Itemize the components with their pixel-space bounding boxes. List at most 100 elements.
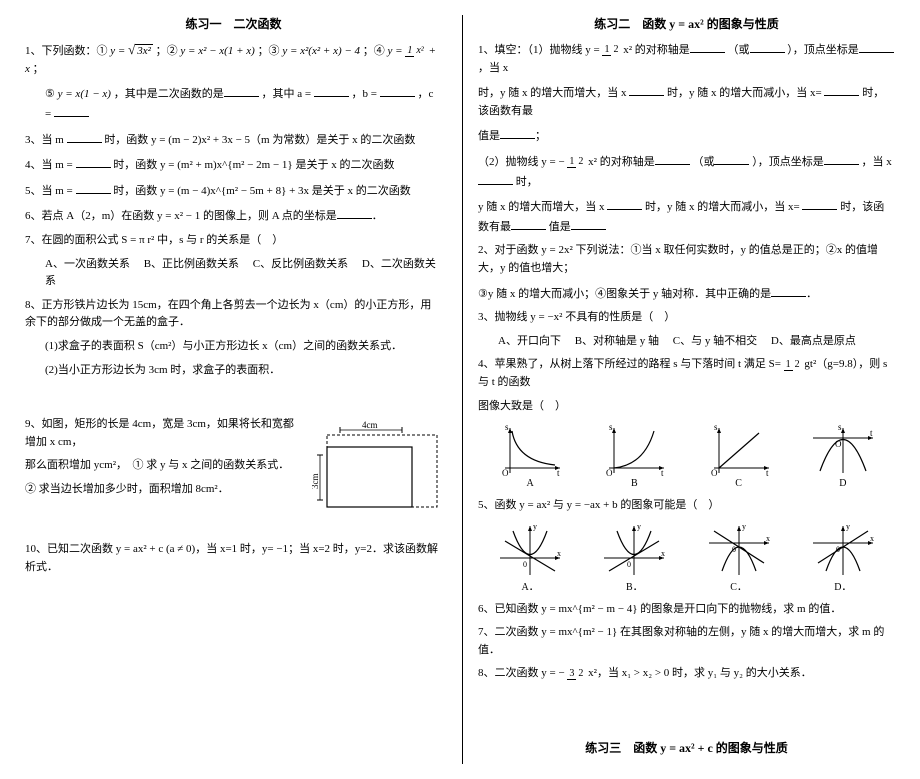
- chart1-b[interactable]: stO B: [599, 423, 669, 489]
- q4-mid: 时，函数 y = (m² + m)x^{m² − 2m − 1} 是关于 x 的…: [113, 159, 394, 171]
- page-container: 练习一 二次函数 1、下列函数：① y = √3x² ；② y = x² − x…: [25, 15, 895, 764]
- chart2-d[interactable]: yx0 D．: [808, 523, 878, 593]
- rq8-mid: x²，当 x₁ > x₂ > 0 时，求 y₁ 与 y₂ 的大小关系．: [588, 667, 812, 679]
- title3: 练习三 函数 y = ax² + c 的图象与性质: [478, 739, 895, 756]
- rq2-end: ．: [806, 288, 817, 300]
- rq1p2-m2: （或: [692, 156, 714, 168]
- chart1-c-label: C: [704, 478, 774, 489]
- rq3-d[interactable]: D、最高点是原点: [771, 335, 856, 347]
- chart2-b[interactable]: yx0 B．: [599, 523, 669, 593]
- rq1p2-l2a: y 随 x 的增大而增大，当 x: [478, 201, 607, 213]
- rq4-frac: 12: [784, 360, 802, 370]
- q7-c[interactable]: C、反比例函数关系: [253, 258, 348, 270]
- blank: [478, 172, 513, 185]
- q5: 5、当 m = 时，函数 y = (m − 4)x^{m² − 5m + 8} …: [25, 181, 442, 201]
- rq3-c[interactable]: C、与 y 轴不相交: [673, 335, 757, 347]
- rq1p2-l2d: 值是: [549, 221, 571, 233]
- chart2-c-label: C．: [704, 578, 774, 593]
- blank: [714, 152, 749, 165]
- svg-text:0: 0: [836, 545, 840, 554]
- q1-s3: ；④: [363, 45, 388, 57]
- rq1-m3: ），顶点坐标是: [787, 44, 859, 56]
- rq1-l3: 值是；: [478, 126, 895, 146]
- svg-text:t: t: [661, 468, 664, 478]
- blank: [380, 84, 415, 97]
- rq6: 6、已知函数 y = mx^{m² − m − 4} 的图象是开口向下的抛物线，…: [478, 601, 895, 619]
- svg-text:O: O: [835, 439, 842, 449]
- rq1-m4: ，当 x: [478, 62, 508, 74]
- chart1-c[interactable]: stO C: [704, 423, 774, 489]
- rq1p2-pre: （2）抛物线 y = −: [478, 156, 565, 168]
- q1-line2: ⑤ y = x(1 − x) ，其中是二次函数的是 ，其中 a = ，b = ，…: [45, 84, 442, 123]
- q1-l2-a: ，其中 a =: [261, 88, 313, 100]
- chart2-b-label: B．: [599, 578, 669, 593]
- left-column: 练习一 二次函数 1、下列函数：① y = √3x² ；② y = x² − x…: [25, 15, 442, 764]
- rq2-l2-text: ③y 随 x 的增大而减小；④图象关于 y 轴对称．其中正确的是: [478, 288, 771, 300]
- q9-l3-text: ② 求当边长增加多少时，面积增加 8cm²．: [25, 483, 229, 495]
- q8-2-text: (2)当小正方形边长为 3cm 时，求盒子的表面积．: [45, 364, 280, 376]
- rq3: 3、抛物线 y = −x² 不具有的性质是（ ）: [478, 309, 895, 327]
- rq7-text: 7、二次函数 y = mx^{m² − 1} 在其图象对称轴的左侧，y 随 x …: [478, 626, 884, 656]
- rq2-text: 2、对于函数 y = 2x² 下列说法：①当 x 取任何实数时，y 的值总是正的…: [478, 244, 878, 274]
- rq1p2-m3: ），顶点坐标是: [752, 156, 824, 168]
- rq3-options: A、开口向下 B、对称轴是 y 轴 C、与 y 轴不相交 D、最高点是原点: [498, 333, 895, 351]
- chart2-d-label: D．: [808, 578, 878, 593]
- q1-l2-b: ，b =: [352, 88, 380, 100]
- chart2-c[interactable]: yx0 C．: [704, 523, 774, 593]
- q1-l2-pre: ⑤: [45, 88, 58, 100]
- svg-text:x: x: [661, 549, 665, 558]
- blank: [655, 152, 690, 165]
- svg-text:x: x: [766, 534, 770, 543]
- rq3-a[interactable]: A、开口向下: [498, 335, 561, 347]
- q5-mid: 时，函数 y = (m − 4)x^{m² − 5m + 8} + 3x 是关于…: [113, 185, 411, 197]
- chart-row-1: stO A stO B stO C: [478, 423, 895, 489]
- rq1p2-m1: x² 的对称轴是: [588, 156, 655, 168]
- blank: [500, 126, 535, 139]
- blank: [629, 83, 664, 96]
- svg-text:y: y: [533, 523, 537, 531]
- rq7: 7、二次函数 y = mx^{m² − 1} 在其图象对称轴的左侧，y 随 x …: [478, 624, 895, 659]
- q8-1-text: (1)求盒子的表面积 S（cm²）与小正方形边长 x（cm）之间的函数关系式．: [45, 340, 402, 352]
- chart1-b-label: B: [599, 478, 669, 489]
- rq3-b[interactable]: B、对称轴是 y 轴: [575, 335, 659, 347]
- blank: [54, 104, 89, 117]
- q8-1: (1)求盒子的表面积 S（cm²）与小正方形边长 x（cm）之间的函数关系式．: [45, 338, 442, 356]
- rq1p2-m4: ，当 x: [861, 156, 891, 168]
- blank: [690, 40, 725, 53]
- q1-s2: ；③: [258, 45, 283, 57]
- q4-pre: 4、当 m =: [25, 159, 76, 171]
- svg-text:t: t: [870, 428, 873, 438]
- blank: [824, 152, 859, 165]
- q7-options: A、一次函数关系 B、正比例函数关系 C、反比例函数关系 D、二次函数关系: [45, 256, 442, 291]
- rq1-l3-text: 值是: [478, 130, 500, 142]
- q7-b[interactable]: B、正比例函数关系: [144, 258, 239, 270]
- rq3-text: 3、抛物线 y = −x² 不具有的性质是（ ）: [478, 311, 675, 323]
- rq4: 4、苹果熟了，从树上落下所经过的路程 s 与下落时间 t 满足 S= 12 gt…: [478, 356, 895, 391]
- q1-s4: ；: [33, 63, 44, 75]
- q6-end: ．: [372, 210, 383, 222]
- q7-a[interactable]: A、一次函数关系: [45, 258, 130, 270]
- q7: 7、在圆的面积公式 S = π r² 中，s 与 r 的关系是（ ）: [25, 232, 442, 250]
- rq2-l2: ③y 随 x 的增大而减小；④图象关于 y 轴对称．其中正确的是 ．: [478, 284, 895, 304]
- blank: [76, 181, 111, 194]
- rq6-text: 6、已知函数 y = mx^{m² − m − 4} 的图象是开口向下的抛物线，…: [478, 603, 841, 615]
- chart2-a[interactable]: yx0 A．: [495, 523, 565, 593]
- blank: [607, 197, 642, 210]
- svg-text:t: t: [557, 468, 560, 478]
- chart1-a[interactable]: stO A: [495, 423, 565, 489]
- blank: [802, 197, 837, 210]
- rq8-pre: 8、二次函数 y = −: [478, 667, 565, 679]
- q3-mid: 时，函数 y = (m − 2)x² + 3x − 5（m 为常数）是关于 x …: [104, 134, 415, 146]
- q5-pre: 5、当 m =: [25, 185, 76, 197]
- q1-f3: y = x²(x² + x) − 4: [282, 45, 360, 57]
- chart1-d[interactable]: stO D: [808, 423, 878, 489]
- fig-3cm-label: 3cm: [312, 474, 320, 490]
- blank: [771, 284, 806, 297]
- rq2: 2、对于函数 y = 2x² 下列说法：①当 x 取任何实数时，y 的值总是正的…: [478, 242, 895, 277]
- q1-s1: ；②: [156, 45, 181, 57]
- blank: [224, 84, 259, 97]
- chart-row-2: yx0 A． yx0 B．: [478, 523, 895, 593]
- svg-text:s: s: [505, 423, 509, 432]
- q10-text: 10、已知二次函数 y = ax² + c (a ≠ 0)，当 x=1 时，y=…: [25, 543, 438, 573]
- rq4-l2: 图像大致是（ ）: [478, 398, 895, 416]
